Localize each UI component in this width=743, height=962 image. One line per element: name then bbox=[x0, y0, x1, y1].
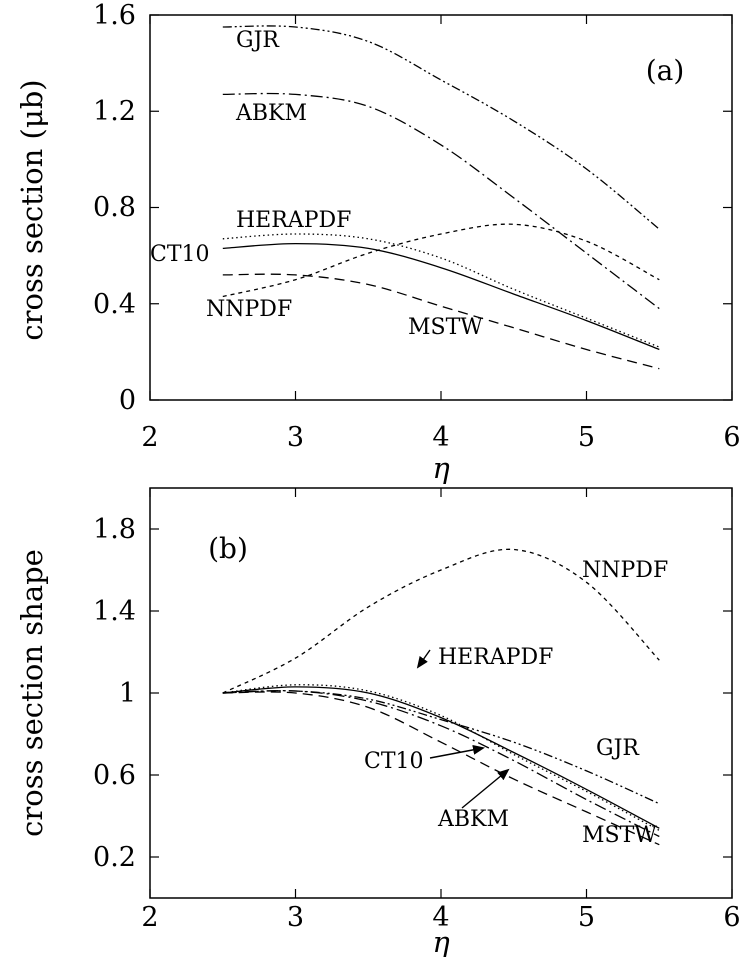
x-tick-label-a-3: 5 bbox=[578, 422, 595, 453]
y-tick-label-a-1: 0.4 bbox=[93, 289, 136, 320]
y-tick-label-b-4: 1.8 bbox=[93, 514, 136, 545]
arrow-abkm bbox=[461, 768, 510, 809]
series-label-b-abkm: ABKM bbox=[437, 807, 509, 832]
series-line-a-nnpdf bbox=[222, 223, 660, 298]
y-axis-title-a: cross section (μb) bbox=[15, 79, 49, 340]
axis-ticks-b bbox=[149, 488, 733, 898]
series-group-b bbox=[222, 548, 660, 846]
panel-a: (a) 2 3 4 5 6 0 0.4 0.8 1.2 1.6 η cross … bbox=[15, 0, 741, 485]
x-tick-label-b-4: 6 bbox=[723, 902, 740, 933]
y-tick-label-a-3: 1.2 bbox=[93, 96, 136, 127]
series-line-a-ct10 bbox=[222, 242, 660, 351]
y-tick-label-b-2: 1 bbox=[119, 678, 136, 709]
x-tick-label-a-4: 6 bbox=[723, 422, 740, 453]
y-tick-label-b-0: 0.2 bbox=[93, 842, 136, 873]
arrow-ct10 bbox=[429, 744, 485, 759]
series-line-b-gjr bbox=[222, 690, 660, 805]
series-label-a-herapdf: HERAPDF bbox=[236, 208, 351, 233]
x-axis-title-b: η bbox=[432, 925, 450, 957]
panel-b: (b) 2 3 4 5 6 0.2 0.6 1 1.4 1.8 η cross … bbox=[15, 487, 741, 959]
x-tick-label-a-2: 4 bbox=[432, 422, 449, 453]
series-line-a-gjr bbox=[222, 25, 660, 230]
y-tick-label-a-4: 1.6 bbox=[93, 0, 136, 31]
series-label-b-nnpdf: NNPDF bbox=[582, 558, 668, 583]
panel-label-b: (b) bbox=[208, 532, 248, 565]
y-tick-label-b-3: 1.4 bbox=[93, 596, 136, 627]
series-label-a-mstw: MSTW bbox=[408, 315, 483, 340]
x-tick-label-b-1: 3 bbox=[287, 902, 304, 933]
series-line-a-abkm bbox=[222, 92, 660, 310]
y-tick-label-a-0: 0 bbox=[119, 385, 136, 416]
series-label-b-ct10: CT10 bbox=[364, 749, 424, 774]
series-label-b-herapdf: HERAPDF bbox=[438, 645, 553, 670]
series-label-b-mstw: MSTW bbox=[582, 823, 657, 848]
series-line-b-abkm bbox=[222, 690, 660, 838]
series-line-b-mstw bbox=[222, 691, 660, 846]
arrow-herapdf bbox=[416, 649, 431, 669]
x-tick-label-a-1: 3 bbox=[287, 422, 304, 453]
series-label-a-nnpdf: NNPDF bbox=[206, 297, 292, 322]
series-label-a-gjr: GJR bbox=[236, 28, 280, 53]
x-tick-label-b-0: 2 bbox=[141, 902, 158, 933]
y-tick-label-b-1: 0.6 bbox=[93, 760, 136, 791]
series-group-a bbox=[222, 25, 660, 370]
panel-label-a: (a) bbox=[646, 54, 685, 87]
axis-ticks-a bbox=[149, 14, 733, 401]
series-label-b-gjr: GJR bbox=[596, 736, 640, 761]
y-tick-label-a-2: 0.8 bbox=[93, 192, 136, 223]
x-tick-label-a-0: 2 bbox=[141, 422, 158, 453]
series-line-b-ct10 bbox=[222, 686, 660, 829]
series-label-a-ct10: CT10 bbox=[150, 242, 210, 267]
series-label-a-abkm: ABKM bbox=[235, 101, 307, 126]
x-tick-label-b-2: 4 bbox=[432, 902, 449, 933]
x-axis-title-a: η bbox=[432, 451, 450, 485]
series-line-b-nnpdf bbox=[222, 548, 660, 694]
y-axis-title-b: cross section shape bbox=[15, 549, 49, 837]
x-tick-label-b-3: 5 bbox=[578, 902, 595, 933]
series-line-b-herapdf bbox=[222, 684, 660, 831]
series-line-a-herapdf bbox=[222, 233, 660, 348]
series-line-a-mstw bbox=[222, 273, 660, 370]
